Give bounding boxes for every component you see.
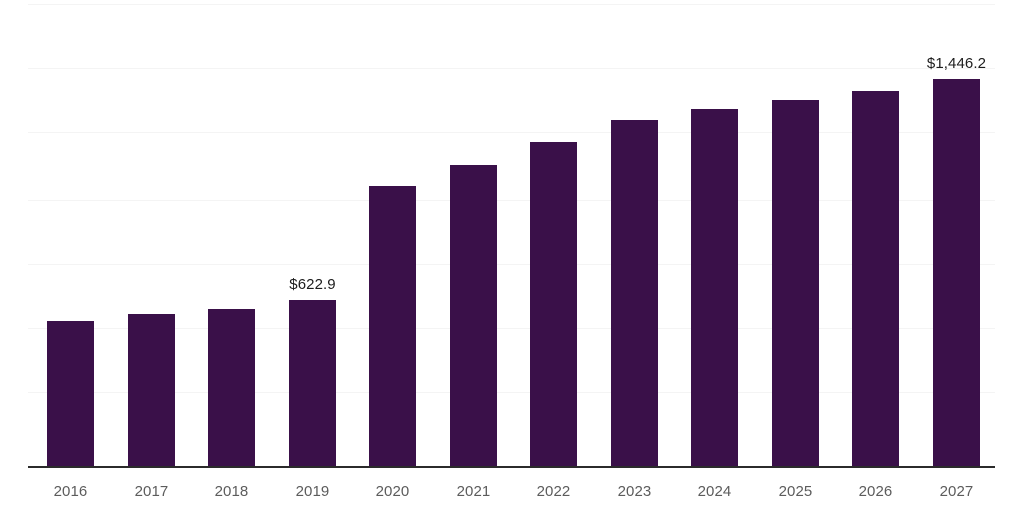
bar-group[interactable]: $622.9	[289, 0, 336, 467]
bar-group[interactable]	[450, 0, 497, 467]
x-axis-tick-label: 2022	[536, 483, 571, 500]
bar-group[interactable]	[128, 0, 175, 467]
bar-group[interactable]: $1,446.2	[927, 0, 986, 467]
bar[interactable]	[47, 321, 94, 467]
bar-group[interactable]	[369, 0, 416, 467]
bar-group[interactable]	[772, 0, 819, 467]
bar-group[interactable]	[852, 0, 899, 467]
bar-group[interactable]	[208, 0, 255, 467]
x-axis-tick-label: 2025	[778, 483, 813, 500]
bar-group[interactable]	[611, 0, 658, 467]
bar[interactable]	[128, 314, 175, 467]
plot-area: $622.9 $1,446.2	[47, 0, 986, 467]
bar[interactable]	[450, 165, 497, 467]
bar[interactable]	[289, 300, 336, 467]
x-axis-tick-label: 2020	[375, 483, 410, 500]
x-axis-tick-label: 2016	[53, 483, 88, 500]
bar-group[interactable]	[530, 0, 577, 467]
bar[interactable]	[611, 120, 658, 467]
x-axis-tick-label: 2017	[134, 483, 169, 500]
bar-group[interactable]	[691, 0, 738, 467]
x-axis-tick-label: 2027	[939, 483, 974, 500]
x-axis-line	[28, 466, 995, 468]
bar-value-label: $1,446.2	[926, 55, 987, 72]
bar[interactable]	[933, 79, 980, 467]
x-axis-tick-labels: 2016 2017 2018 2019 2020 2021 2022 2023 2024 2025…	[0, 467, 1024, 512]
x-axis-tick-label: 2019	[295, 483, 330, 500]
bar-group[interactable]	[47, 0, 94, 467]
x-axis-tick-label: 2021	[456, 483, 491, 500]
bar[interactable]	[852, 91, 899, 467]
bar[interactable]	[369, 186, 416, 467]
bar[interactable]	[691, 109, 738, 467]
bar[interactable]	[208, 309, 255, 467]
bar[interactable]	[772, 100, 819, 467]
x-axis-tick-label: 2026	[858, 483, 893, 500]
x-axis-tick-label: 2018	[214, 483, 249, 500]
bar[interactable]	[530, 142, 577, 467]
x-axis-tick-label: 2024	[697, 483, 732, 500]
bar-value-label: $622.9	[289, 276, 336, 293]
x-axis-tick-label: 2023	[617, 483, 652, 500]
